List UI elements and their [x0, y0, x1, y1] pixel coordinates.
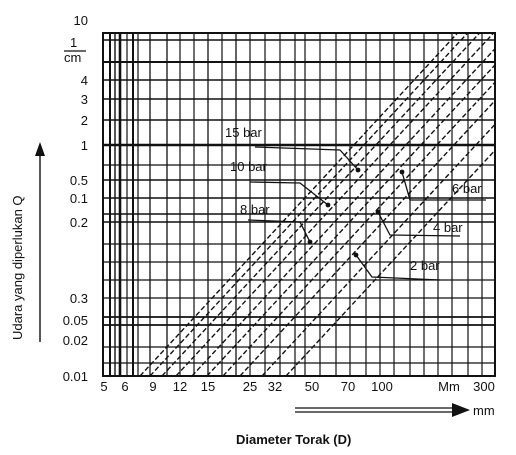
y-tick-label: 10 — [74, 13, 88, 28]
leader-line — [355, 254, 441, 281]
grid — [103, 33, 495, 376]
leader-line — [401, 171, 486, 201]
y-tick-label: 0.3 — [70, 291, 88, 306]
x-tick-label: 9 — [149, 379, 156, 394]
x-tick-label: 6 — [121, 379, 128, 394]
y-tick-label: 2 — [81, 113, 88, 128]
leader-arrowhead — [375, 209, 381, 215]
x-tick-label: 300 — [473, 379, 495, 394]
y-tick-label: 0.2 — [70, 215, 88, 230]
y-tick-label: 3 — [81, 92, 88, 107]
plot-frame — [102, 32, 496, 377]
series-label-10-bar: 10 bar — [230, 159, 268, 174]
x-tick-label: 32 — [268, 379, 282, 394]
series-line — [175, 33, 495, 376]
x-tick-label: 25 — [243, 379, 257, 394]
y-axis-arrow-head — [35, 142, 45, 156]
y-unit-numerator: 1 — [70, 35, 77, 50]
series-label-2-bar: 2 bar — [410, 258, 440, 273]
series-lines — [139, 33, 495, 376]
y-tick-label: 0.05 — [63, 313, 88, 328]
leader-arrowhead — [307, 239, 313, 245]
y-tick-label: 1 — [81, 138, 88, 153]
leader-arrowhead — [399, 169, 405, 175]
x-tick-label: 5 — [100, 379, 107, 394]
x-tick-label: 50 — [305, 379, 319, 394]
series-label-6-bar: 6 bar — [452, 181, 482, 196]
leader-arrowhead — [353, 252, 359, 258]
x-axis-arrow-head — [452, 403, 470, 417]
y-tick-label: 0.01 — [63, 369, 88, 384]
series-label-8-bar: 8 bar — [240, 202, 270, 217]
series-label-4-bar: 4 bar — [433, 220, 463, 235]
x-tick-label: 12 — [173, 379, 187, 394]
series-line — [261, 123, 495, 376]
series-line — [222, 81, 495, 376]
x-axis-unit: mm — [473, 403, 495, 418]
y-tick-label: 0.5 — [70, 173, 88, 188]
y-tick-label: 0.02 — [63, 333, 88, 348]
y-tick-label: 4 — [81, 73, 88, 88]
leader-arrowhead — [325, 202, 331, 208]
series-label-15-bar: 15 bar — [225, 125, 263, 140]
leader-line — [254, 146, 359, 171]
x-tick-label: 70 — [341, 379, 355, 394]
leader-line — [247, 219, 311, 243]
leader-arrowhead — [355, 167, 361, 173]
leader-line — [377, 211, 461, 237]
x-axis-label: Diameter Torak (D) — [236, 432, 351, 447]
series-line — [139, 33, 459, 376]
leader-line — [249, 181, 329, 206]
series-line — [191, 47, 495, 376]
y-tick-label: 0.1 — [70, 191, 88, 206]
series-line — [206, 63, 495, 376]
series-line — [285, 149, 495, 376]
x-tick-label: Mm — [438, 379, 460, 394]
x-tick-label: 100 — [371, 379, 393, 394]
x-tick-labels: 5 6 9 12 15 25 32 50 70 100 Mm 300 — [100, 379, 494, 394]
x-tick-label: 15 — [201, 379, 215, 394]
y-axis-label: Udara yang diperlukan Q — [10, 195, 25, 340]
y-unit-denominator: cm — [64, 50, 81, 65]
series-line — [161, 33, 481, 376]
y-tick-labels: 10 4 3 2 1 0.5 0.1 0.2 0.3 0.05 0.02 0.01 — [63, 13, 88, 384]
label-leaders — [247, 146, 486, 281]
series-line — [149, 33, 469, 376]
series-line — [239, 99, 495, 376]
